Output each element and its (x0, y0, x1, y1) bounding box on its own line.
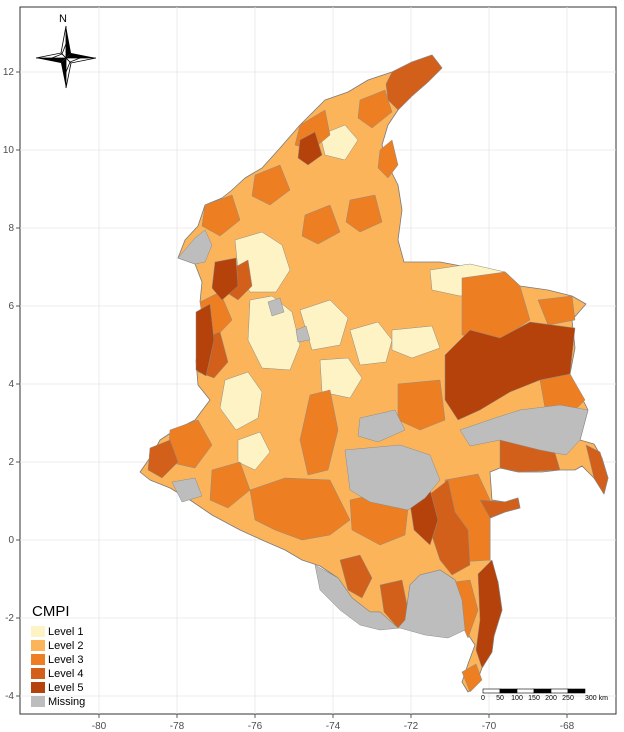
legend-swatch-level-5 (31, 682, 45, 693)
x-tick-label: -78 (170, 721, 185, 732)
scale-label: 0 (481, 695, 485, 702)
north-label: N (59, 13, 67, 25)
north-arrow: N (35, 13, 97, 89)
x-tick-label: -68 (560, 721, 575, 732)
region (459, 404, 589, 456)
region (297, 131, 323, 166)
region (171, 477, 203, 503)
region (377, 139, 399, 179)
legend-label-level-2: Level 2 (48, 640, 83, 652)
y-tick-label: -2 (5, 613, 14, 624)
legend-label-level-5: Level 5 (48, 682, 83, 694)
legend-label-level-3: Level 3 (48, 654, 83, 666)
region (424, 479, 471, 576)
x-tick-label: -72 (404, 721, 419, 732)
legend-label-level-1: Level 1 (48, 626, 83, 638)
x-tick-label: -80 (92, 721, 107, 732)
legend-title: CMPI (32, 603, 70, 620)
region (301, 204, 341, 245)
region (444, 321, 576, 421)
y-tick-label: 0 (8, 535, 14, 546)
region (247, 295, 301, 371)
legend-swatch-level-2 (31, 640, 45, 651)
region (349, 321, 393, 366)
scale-label: 100 (511, 695, 523, 702)
region (237, 431, 271, 471)
y-tick-label: 12 (3, 67, 15, 78)
legend-swatch-missing (31, 696, 45, 707)
region (339, 554, 373, 599)
scale-label: 50 (496, 695, 504, 702)
region (147, 439, 179, 479)
legend-swatch-level-1 (31, 626, 45, 637)
region (314, 564, 466, 639)
region (357, 409, 406, 443)
region (177, 229, 213, 265)
x-tick-label: -74 (326, 721, 341, 732)
region (475, 559, 503, 669)
region (345, 194, 383, 233)
legend-label-level-4: Level 4 (48, 668, 83, 680)
region (267, 297, 285, 317)
scale-label: 200 (545, 695, 557, 702)
region (299, 299, 349, 351)
y-axis (16, 71, 20, 697)
legend-swatch-level-4 (31, 668, 45, 679)
region (201, 194, 241, 237)
scale-label: 150 (528, 695, 540, 702)
x-tick-label: -76 (248, 721, 263, 732)
legend-label-missing: Missing (48, 696, 85, 708)
x-axis (98, 714, 568, 718)
scale-bar: 0 50 100 150 200 250 300 km (481, 688, 608, 702)
scale-label: 250 (562, 695, 574, 702)
legend: CMPI Level 1 Level 2 Level 3 Level 4 Lev… (31, 603, 85, 708)
region (251, 164, 291, 206)
region (357, 89, 393, 129)
region (249, 477, 351, 541)
region (295, 325, 311, 343)
region-polygons (139, 54, 609, 693)
region (391, 325, 441, 359)
y-tick-label: -4 (5, 691, 14, 702)
y-tick-label: 2 (8, 457, 14, 468)
scale-label: 300 km (585, 695, 608, 702)
region (219, 371, 263, 431)
y-tick-label: 4 (8, 379, 14, 390)
region (319, 357, 363, 399)
region (585, 444, 609, 495)
legend-swatch-level-3 (31, 654, 45, 665)
region (195, 303, 215, 377)
y-tick-label: 10 (3, 145, 15, 156)
region (397, 379, 446, 431)
region (461, 271, 531, 341)
x-tick-label: -70 (482, 721, 497, 732)
region (385, 54, 443, 111)
region (209, 461, 251, 509)
y-tick-label: 8 (8, 223, 14, 234)
region (461, 663, 483, 693)
region (211, 257, 239, 301)
region (537, 295, 576, 326)
y-tick-label: 6 (8, 301, 14, 312)
region (344, 444, 441, 511)
region (479, 497, 521, 519)
region (299, 389, 339, 476)
